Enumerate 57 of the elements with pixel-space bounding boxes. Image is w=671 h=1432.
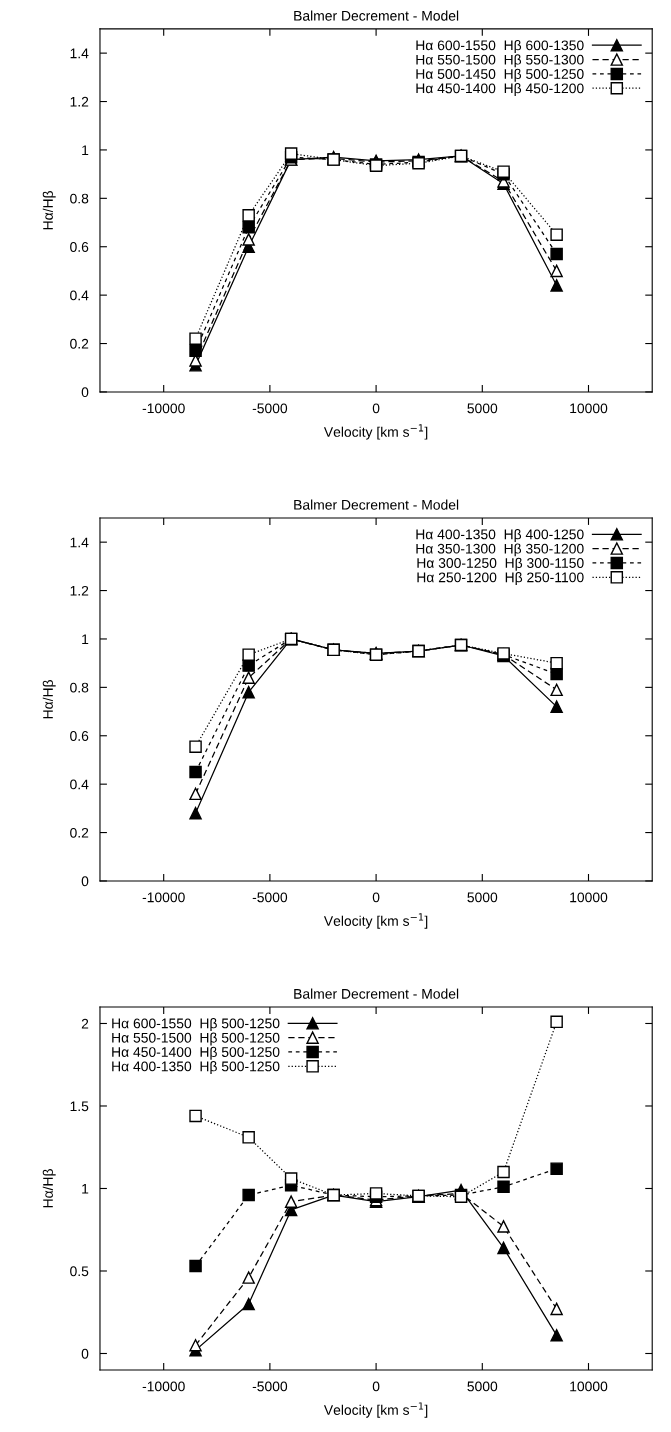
legend-label: Hα 600-1550 Hβ 600-1350 <box>416 40 584 53</box>
y-axis-title: Hα/Hβ <box>42 191 56 230</box>
y-tick-label: 1 <box>82 1183 89 1194</box>
chart-title: Balmer Decrement - Model <box>294 10 459 21</box>
x-tick-label: -5000 <box>252 892 288 903</box>
legend-label: Hα 350-1300 Hβ 350-1200 <box>416 543 584 557</box>
y-tick-label: 0 <box>81 1348 89 1359</box>
legend-label: Hα 500-1450 Hβ 500-1250 <box>416 68 584 82</box>
y-tick-label: 1.2 <box>70 96 89 107</box>
y-tick-label: 0.6 <box>70 242 89 252</box>
legend-label: Hα 250-1200 Hβ 250-1100 <box>417 572 584 586</box>
x-tick-label: 10000 <box>570 403 608 414</box>
x-tick-label: 0 <box>372 403 380 414</box>
x-tick-label: -10000 <box>142 892 185 903</box>
legend-label: Hα 400-1350 Hβ 400-1250 <box>416 529 584 543</box>
chart-title: Balmer Decrement - Model <box>294 988 459 999</box>
legend-label: Hα 300-1250 Hβ 300-1150 <box>417 557 584 571</box>
x-tick-label: -10000 <box>142 1381 185 1392</box>
y-tick-label: 1.5 <box>70 1101 89 1112</box>
x-tick-label: -5000 <box>252 1381 288 1392</box>
chart-title: Balmer Decrement - Model <box>294 499 459 510</box>
y-tick-label: 0.2 <box>70 338 89 349</box>
y-tick-label: 0.5 <box>70 1266 89 1277</box>
y-tick-label: 0 <box>81 387 89 398</box>
x-tick-label: 5000 <box>467 1381 498 1392</box>
x-tick-label: 10000 <box>570 892 608 903</box>
x-axis-title: Velocity [km s$^{−1}$] <box>323 913 428 929</box>
x-tick-label: 5000 <box>467 403 498 414</box>
y-tick-label: 0.8 <box>70 682 89 693</box>
legend-label: Hα 450-1400 Hβ 500-1250 <box>112 1046 280 1060</box>
x-axis-title: Velocity [km s$^{−1}$] <box>323 1402 428 1418</box>
y-tick-label: 1 <box>82 634 89 644</box>
legend-label: Hα 550-1500 Hβ 550-1300 <box>416 54 584 68</box>
legend-label: Hα 400-1350 Hβ 500-1250 <box>112 1061 280 1075</box>
legend-label: Hα 550-1500 Hβ 500-1250 <box>112 1032 280 1046</box>
y-tick-label: 0.8 <box>70 193 89 204</box>
y-tick-label: 1.2 <box>70 585 89 596</box>
x-tick-label: 0 <box>372 1381 380 1392</box>
y-tick-label: 2 <box>81 1018 89 1029</box>
y-tick-label: 0.4 <box>70 779 89 790</box>
x-tick-label: 5000 <box>467 892 498 903</box>
y-axis-title: Hα/Hβ <box>42 680 56 719</box>
x-axis-title: Velocity [km s$^{−1}$] <box>323 424 428 440</box>
x-tick-label: -10000 <box>142 403 185 414</box>
y-axis-title: Hα/Hβ <box>42 1169 56 1208</box>
y-tick-label: 1 <box>82 145 89 155</box>
y-tick-label: 1.4 <box>70 48 89 59</box>
y-tick-label: 0.4 <box>70 290 89 301</box>
legend-label: Hα 600-1550 Hβ 500-1250 <box>112 1018 280 1032</box>
y-tick-label: 1.4 <box>70 537 89 548</box>
x-tick-label: -5000 <box>252 403 288 414</box>
y-tick-label: 0.2 <box>70 827 89 838</box>
legend-label: Hα 450-1400 Hβ 450-1200 <box>416 83 584 96</box>
y-tick-label: 0 <box>81 876 89 887</box>
y-tick-label: 0.6 <box>70 731 89 741</box>
x-tick-label: 0 <box>372 892 380 903</box>
x-tick-label: 10000 <box>570 1381 608 1392</box>
